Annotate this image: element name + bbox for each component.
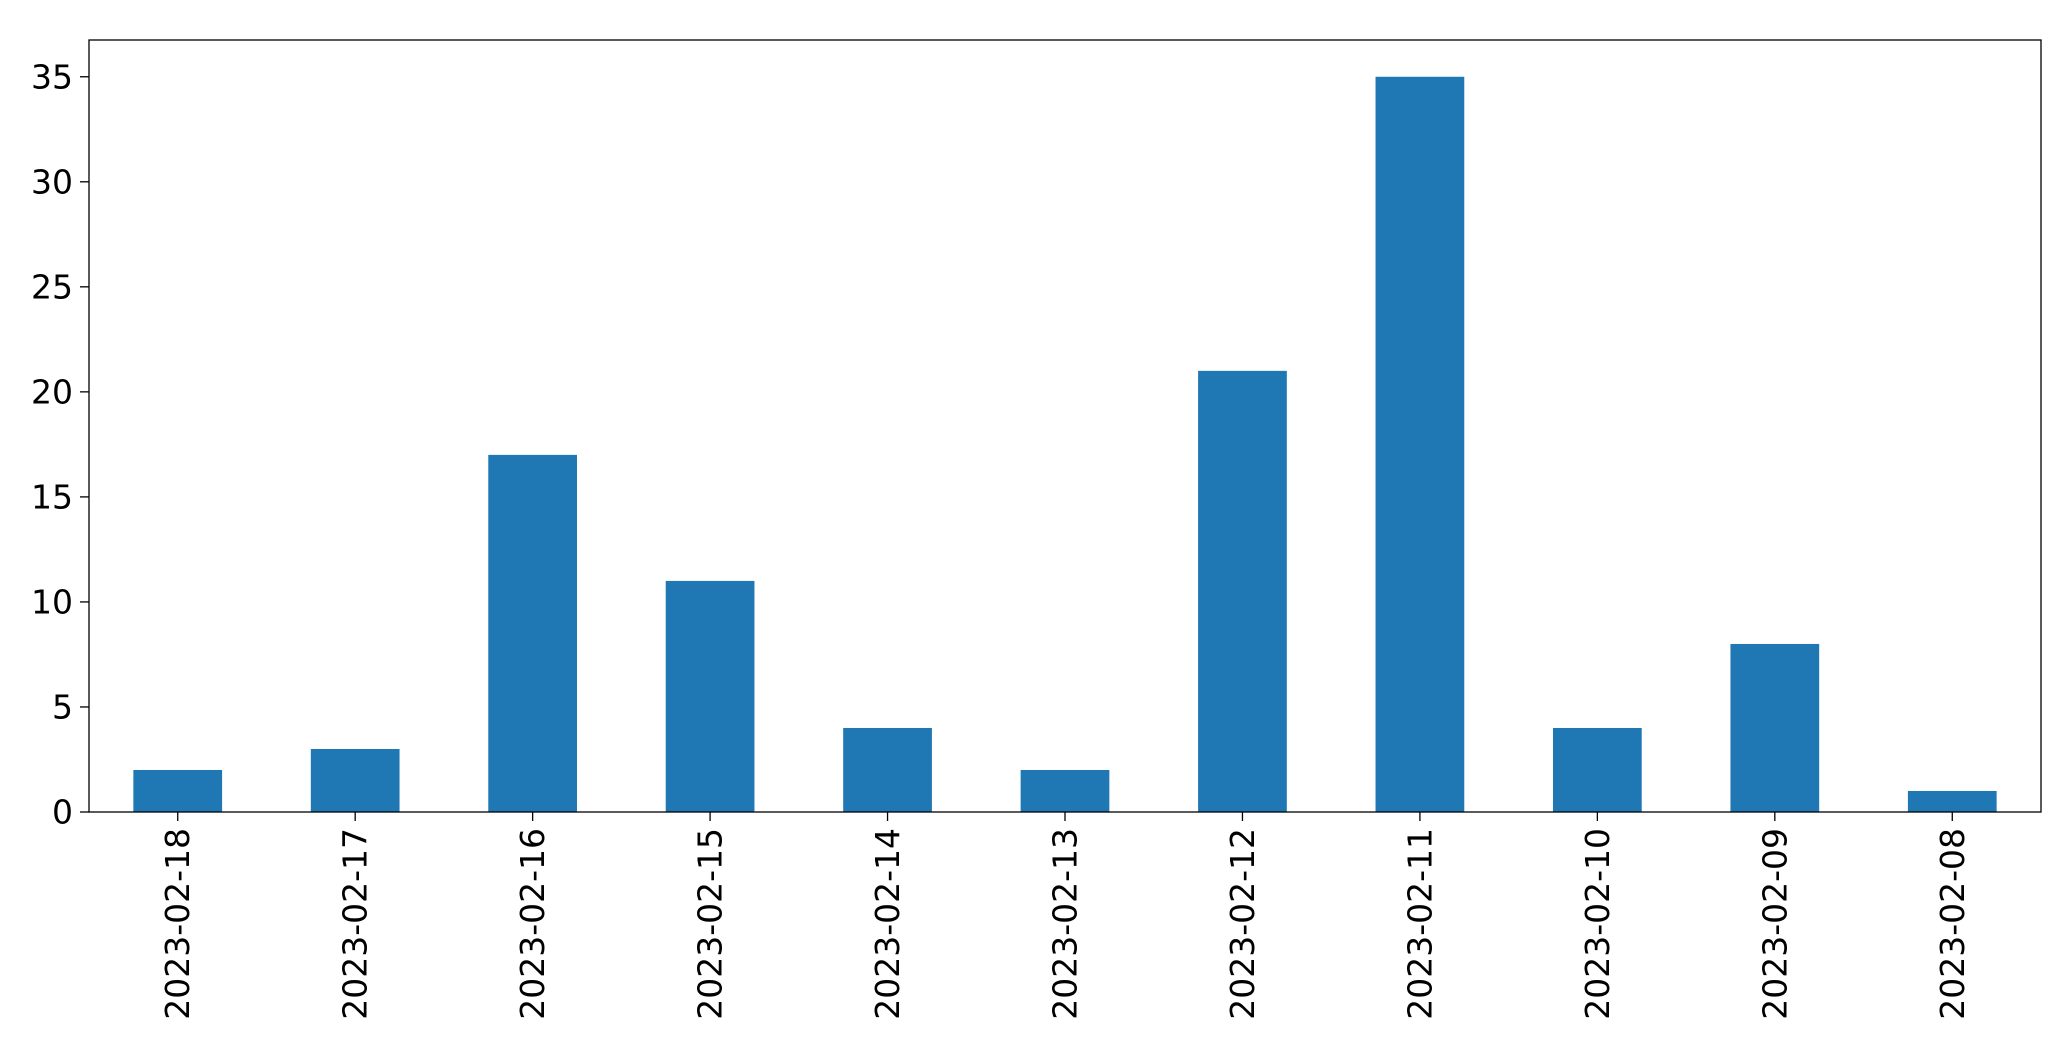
bar-2023-02-16 <box>488 454 577 812</box>
bar-2023-02-15 <box>665 580 755 812</box>
bar-2023-02-09 <box>1730 643 1820 812</box>
y-tick-label: 35 <box>31 57 73 96</box>
bar-2023-02-17 <box>310 748 400 812</box>
bars <box>133 76 1997 812</box>
x-tick-label: 2023-02-09 <box>1755 828 1794 1020</box>
bar-2023-02-11 <box>1375 76 1465 812</box>
bar-2023-02-14 <box>843 727 932 812</box>
x-tick-label: 2023-02-11 <box>1400 828 1439 1020</box>
x-tick-label: 2023-02-12 <box>1223 828 1262 1020</box>
bar-2023-02-18 <box>133 769 223 812</box>
x-axis-ticks: 2023-02-18 2023-02-17 2023-02-16 2023-02-15… <box>158 812 1972 1020</box>
y-tick-label: 5 <box>52 687 73 726</box>
y-tick-label: 30 <box>31 162 73 201</box>
x-tick-label: 2023-02-10 <box>1578 828 1617 1020</box>
y-tick-label: 10 <box>31 582 73 621</box>
bar-2023-02-13 <box>1020 769 1110 812</box>
x-tick-label: 2023-02-14 <box>868 828 907 1020</box>
x-tick-label: 2023-02-17 <box>336 828 375 1020</box>
bar-2023-02-12 <box>1198 370 1287 812</box>
y-tick-label: 15 <box>31 477 73 516</box>
x-tick-label: 2023-02-16 <box>513 828 552 1020</box>
x-tick-label: 2023-02-18 <box>158 828 197 1020</box>
x-tick-label: 2023-02-15 <box>691 828 730 1020</box>
y-tick-label: 25 <box>31 267 73 306</box>
y-axis-ticks: 0 5 10 15 20 25 30 35 <box>31 57 89 832</box>
plot-frame <box>88 39 2042 813</box>
x-tick-label: 2023-02-13 <box>1046 828 1085 1020</box>
bar-2023-02-10 <box>1553 727 1642 812</box>
y-tick-label: 20 <box>31 372 73 411</box>
y-tick-label: 0 <box>52 793 73 832</box>
bar-2023-02-08 <box>1907 790 1997 812</box>
x-tick-label: 2023-02-08 <box>1933 828 1972 1020</box>
